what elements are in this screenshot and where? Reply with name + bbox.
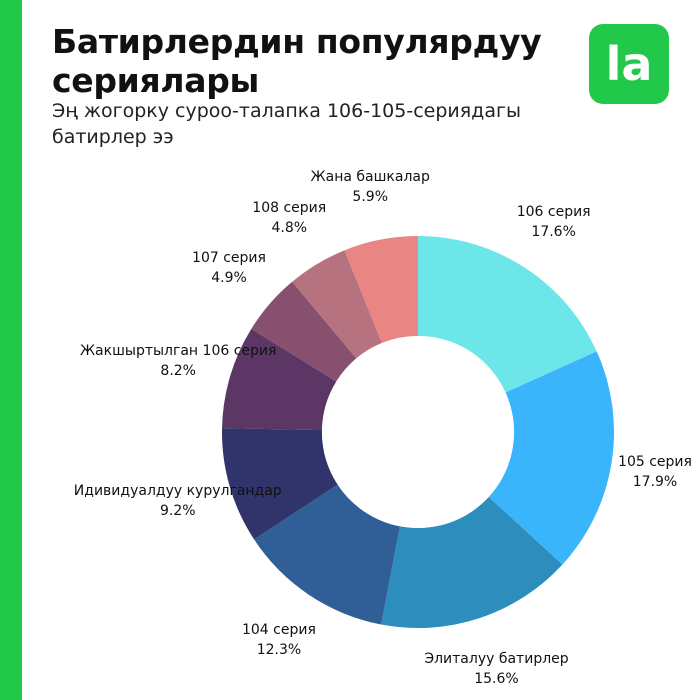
slice-label: 106 серия 17.6% [517, 202, 591, 242]
slice-label-value: 5.9% [352, 188, 389, 205]
donut-slice [418, 236, 597, 393]
slice-label: 104 серия 12.3% [242, 620, 316, 660]
donut-slice [488, 351, 614, 565]
slice-label: 107 серия 4.9% [192, 248, 266, 288]
slice-label-value: 4.9% [211, 270, 247, 287]
slice-label-name: Идивидуалдуу курулгандар [73, 483, 282, 500]
logo-text: la [605, 37, 653, 91]
slice-label-value: 15.6% [474, 671, 519, 688]
slice-label-name: Элиталуу батирлер [424, 651, 569, 668]
slice-label-value: 17.9% [632, 473, 678, 490]
slice-label: 108 серия 4.8% [252, 198, 326, 238]
donut-slice [381, 496, 563, 628]
chart-title: Батирлердин популярдуу сериялары [52, 22, 542, 100]
slice-label-name: 108 серия [252, 199, 327, 216]
donut-hole [322, 336, 514, 528]
slice-label-name: 106 серия [516, 204, 591, 220]
donut-slice [254, 484, 400, 625]
slice-label-value: 12.3% [256, 641, 302, 658]
accent-bar [0, 0, 22, 700]
slice-label-name: 105 серия [618, 453, 692, 470]
slice-label: Идивидуалдуу курулгандар 9.2% [74, 481, 282, 521]
donut-slice [344, 236, 418, 344]
brand-logo: la [589, 24, 669, 104]
slice-label-name: 107 серия [192, 250, 266, 267]
slice-label-value: 17.6% [531, 224, 576, 240]
slice-label-name: 104 серия [241, 621, 316, 638]
slice-label: Жакшыртылган 106 серия 8.2% [80, 341, 276, 381]
donut-slice [292, 250, 382, 359]
chart-subtitle: Эң жогорку суроо-талапка 106-105-серияда… [52, 100, 521, 148]
slice-label: Жана башкалар 5.9% [311, 167, 430, 207]
slice-label-name: Жакшыртылган 106 серия [79, 343, 277, 360]
slice-label: Элиталуу батирлер 15.6% [424, 649, 568, 689]
donut-slice [222, 428, 338, 540]
slice-label-value: 4.8% [271, 219, 308, 236]
slice-label-value: 9.2% [159, 503, 196, 520]
donut-slice [222, 328, 337, 431]
slice-label: 105 серия 17.9% [618, 452, 692, 492]
slice-label-value: 8.2% [160, 363, 196, 380]
slice-label-name: Жана башкалар [310, 168, 430, 185]
donut-slice [251, 281, 357, 382]
